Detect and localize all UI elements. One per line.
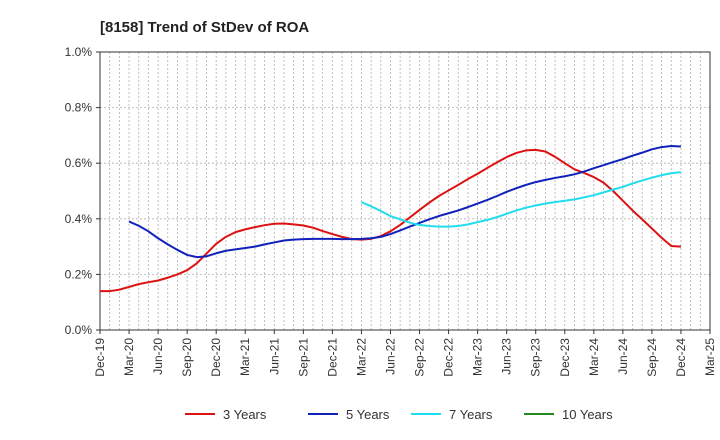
chart-title: [8158] Trend of StDev of ROA bbox=[100, 19, 309, 36]
x-tick-label: Dec-19 bbox=[93, 338, 107, 377]
x-tick-label: Dec-23 bbox=[558, 338, 572, 377]
x-tick-label: Jun-23 bbox=[500, 338, 514, 375]
x-tick-label: Mar-24 bbox=[587, 338, 601, 376]
x-tick-label: Dec-22 bbox=[442, 338, 456, 377]
x-tick-label: Sep-23 bbox=[529, 338, 543, 377]
x-tick-label: Mar-22 bbox=[354, 338, 368, 376]
x-tick-label: Dec-21 bbox=[325, 338, 339, 377]
y-tick-label: 0.4% bbox=[65, 212, 93, 226]
y-tick-label: 1.0% bbox=[65, 45, 93, 59]
x-tick-label: Mar-23 bbox=[471, 338, 485, 376]
y-tick-label: 0.8% bbox=[65, 101, 93, 115]
y-tick-label: 0.6% bbox=[65, 156, 93, 170]
x-tick-label: Mar-21 bbox=[238, 338, 252, 376]
plot-area bbox=[100, 52, 710, 330]
legend-label: 5 Years bbox=[346, 407, 390, 422]
plot-border bbox=[99, 51, 711, 331]
x-tick-label: Mar-20 bbox=[122, 338, 136, 376]
legend-label: 10 Years bbox=[562, 407, 613, 422]
x-tick-label: Jun-21 bbox=[267, 338, 281, 375]
series-line-1 bbox=[100, 148, 682, 293]
grid bbox=[100, 52, 710, 330]
x-tick-label: Jun-20 bbox=[151, 338, 165, 375]
series-lines bbox=[100, 144, 682, 293]
x-tick-label: Sep-24 bbox=[645, 338, 659, 377]
x-tick-label: Sep-21 bbox=[296, 338, 310, 377]
x-tick-label: Sep-20 bbox=[180, 338, 194, 377]
x-tick-label: Jun-24 bbox=[616, 338, 630, 375]
x-tick-label: Dec-20 bbox=[209, 338, 223, 377]
legend-label: 7 Years bbox=[449, 407, 493, 422]
y-tick-label: 0.2% bbox=[65, 267, 93, 281]
series-line-3 bbox=[361, 171, 682, 228]
x-axis-ticks: Dec-19 Mar-20 Jun-20 Sep-20 Dec-20 Mar-21 Jun-… bbox=[93, 330, 717, 377]
x-tick-label: Dec-24 bbox=[674, 338, 688, 377]
x-tick-label: Jun-22 bbox=[383, 338, 397, 375]
y-axis-ticks: 0.0% 0.2% 0.4% 0.6% 0.8% 1.0% bbox=[65, 45, 100, 337]
x-tick-label: Sep-22 bbox=[413, 338, 427, 377]
legend: 3 Years 5 Years 7 Years 10 Years bbox=[185, 407, 613, 422]
y-tick-label: 0.0% bbox=[65, 323, 93, 337]
series-line-2 bbox=[128, 144, 682, 259]
legend-label: 3 Years bbox=[223, 407, 267, 422]
x-tick-label: Mar-25 bbox=[703, 338, 717, 376]
